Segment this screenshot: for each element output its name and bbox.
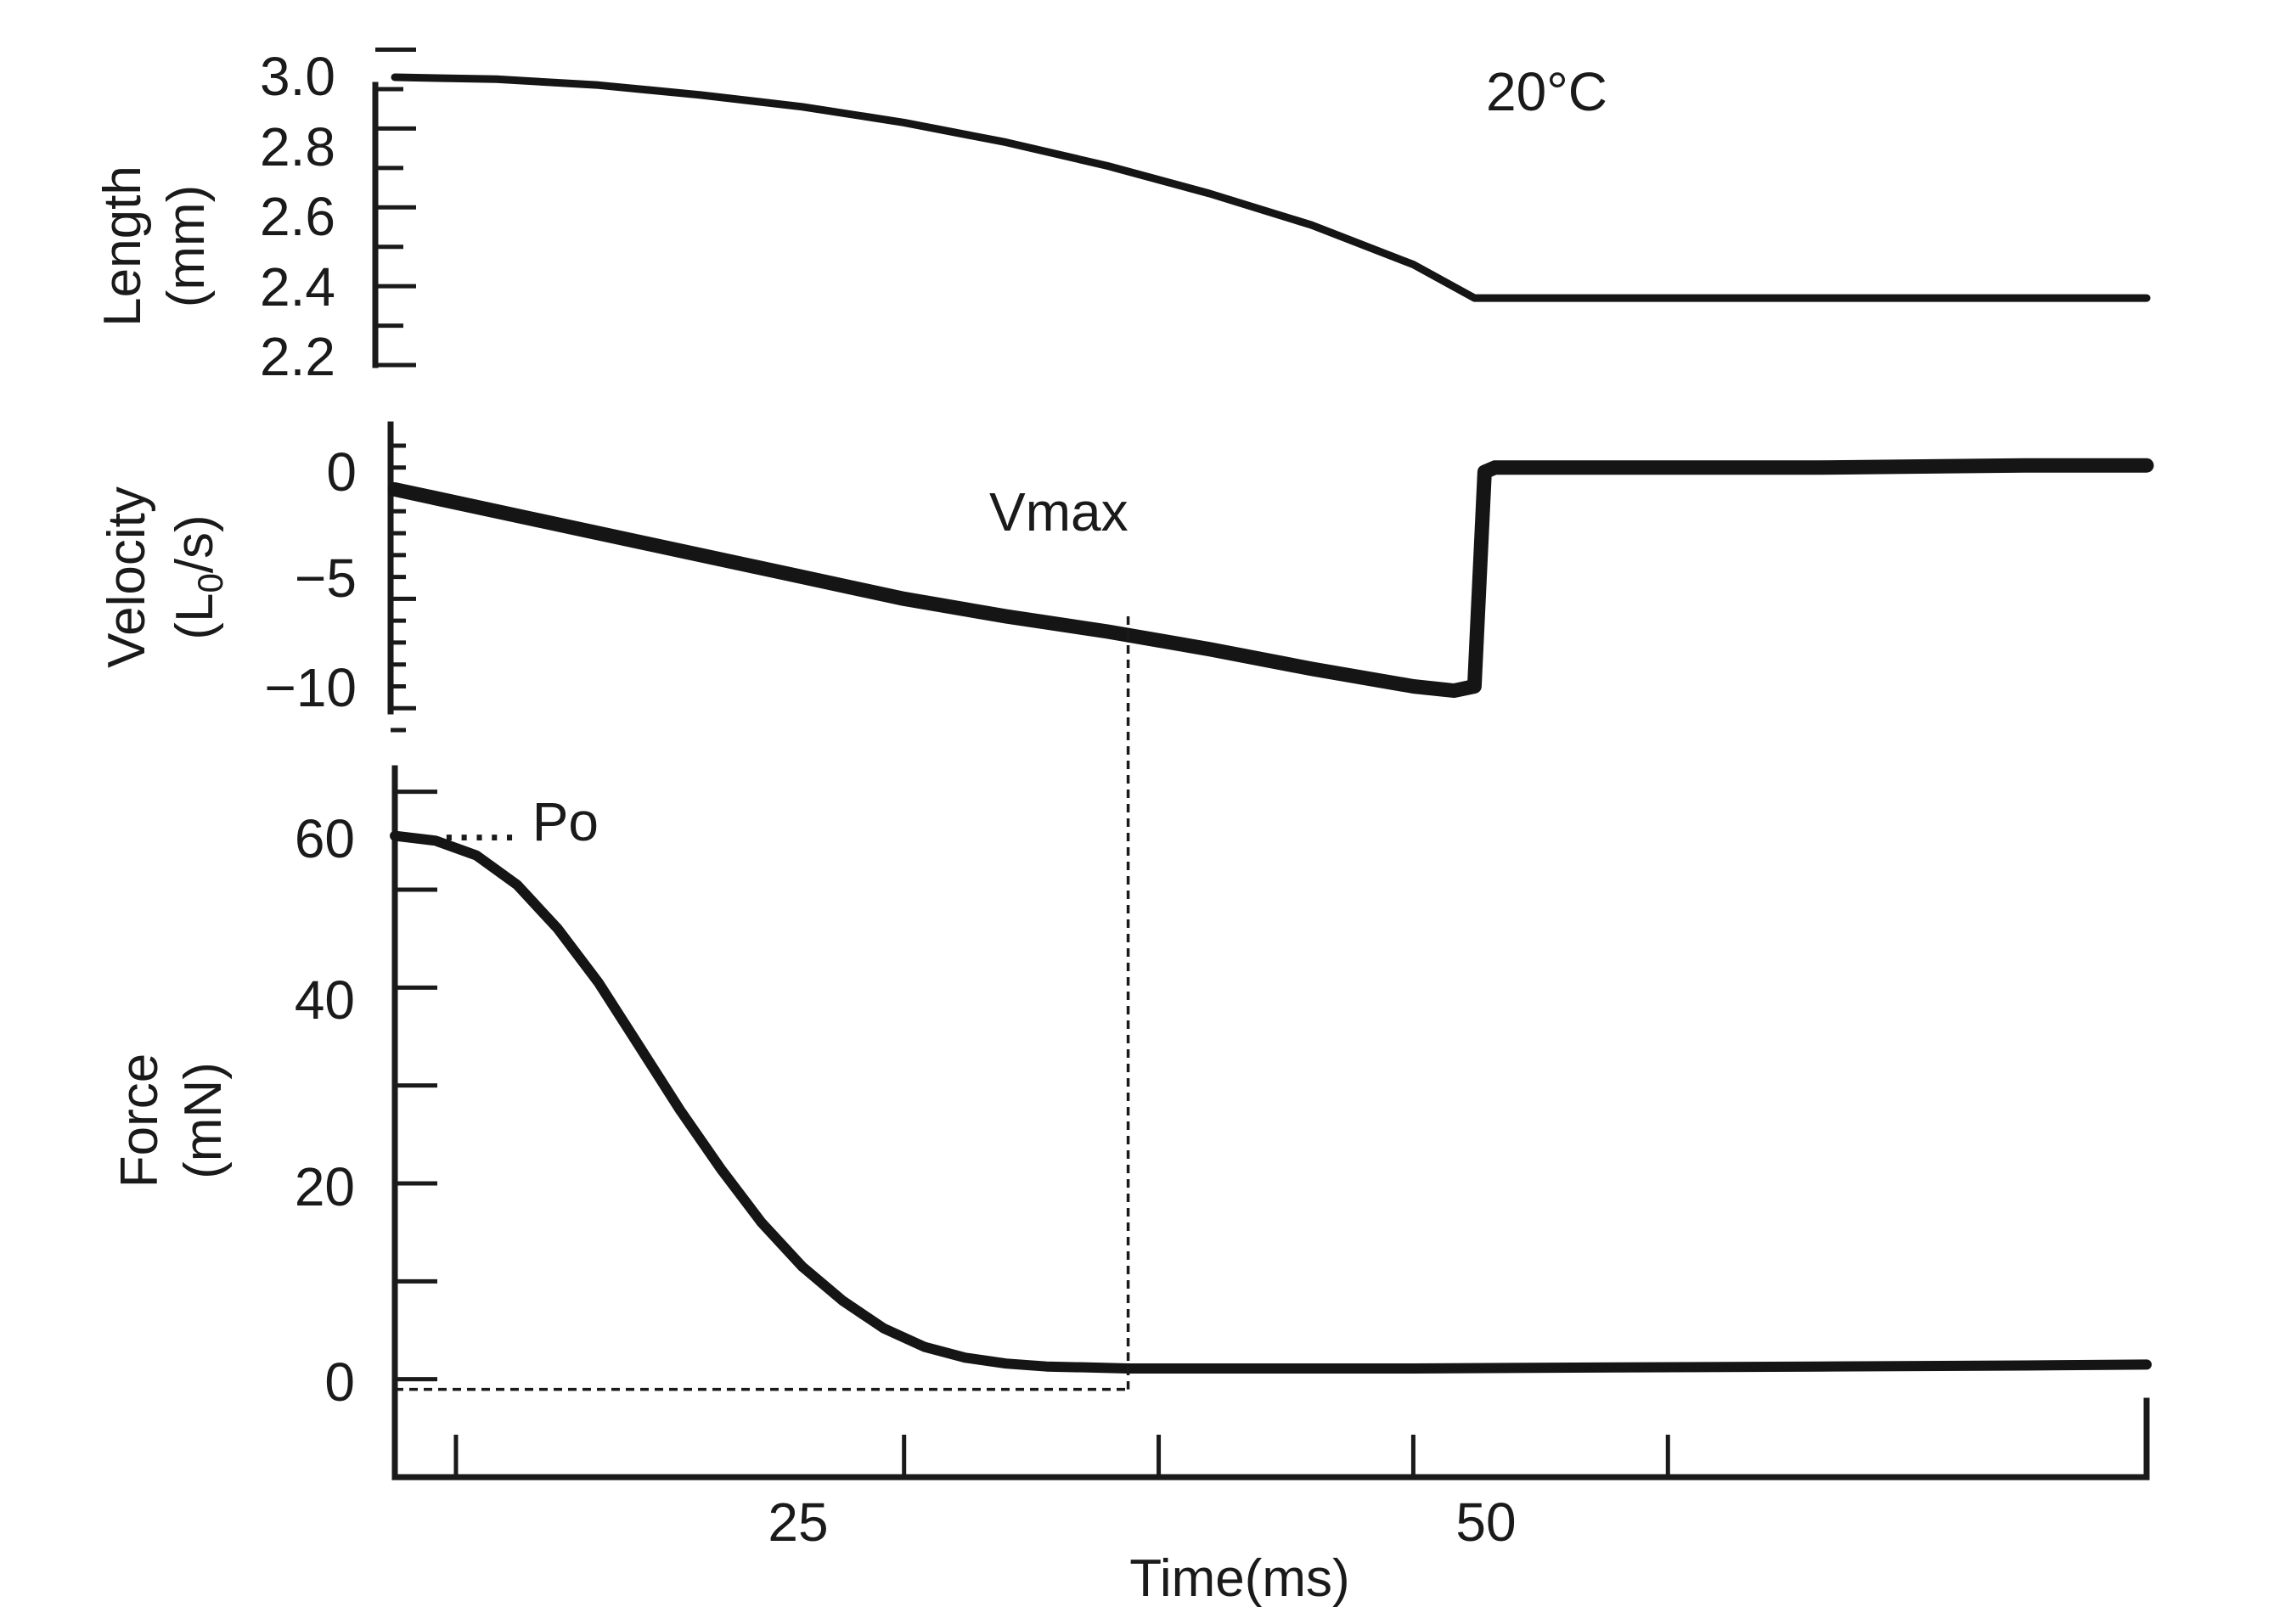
- velocity-tick-label: −5: [295, 548, 357, 609]
- velocity-trace: [387, 458, 2154, 699]
- temperature-annotation: 20°C: [1486, 61, 1607, 122]
- force-tick-label: 20: [295, 1156, 355, 1217]
- force-trace: [390, 830, 2152, 1374]
- length-trace: [391, 73, 2151, 302]
- force-axes: [391, 765, 2150, 1481]
- length-tick-label: 2.2: [260, 326, 335, 387]
- length-tick-label: 2.6: [260, 186, 335, 247]
- length-tick-label: 2.4: [260, 256, 335, 317]
- velocity-axis-title: Velocity: [98, 486, 156, 668]
- force-panel: 60 40 20 0 Force (mN) 25 50 Time(ms) ...…: [110, 765, 2152, 1608]
- length-y-ticks: [375, 48, 416, 368]
- x-tick-label: 50: [1455, 1492, 1516, 1553]
- velocity-panel: 0 −5 −10 Velocity (L0/s) Vmax: [98, 421, 2154, 733]
- force-y-ticks: [395, 790, 437, 1480]
- length-panel: 3.0 2.8 2.6 2.4 2.2 Length (mm) 20°C: [93, 46, 2151, 387]
- force-tick-label: 0: [324, 1351, 355, 1413]
- force-x-ticks: [453, 1435, 1670, 1477]
- x-axis-title: Time(ms): [1129, 1549, 1349, 1608]
- force-tick-label: 40: [295, 969, 355, 1031]
- velocity-tick-label: 0: [326, 441, 357, 503]
- x-tick-label: 25: [768, 1492, 828, 1553]
- length-tick-label: 3.0: [260, 46, 335, 107]
- force-tick-label: 60: [295, 808, 355, 869]
- length-axis-unit: (mm): [157, 185, 216, 308]
- velocity-axis-unit: (L0/s): [166, 514, 230, 639]
- length-axis-title: Length: [93, 166, 152, 327]
- po-annotation: ..... Po: [442, 791, 599, 852]
- length-tick-label: 2.8: [260, 116, 335, 177]
- velocity-tick-label: −10: [264, 657, 357, 718]
- force-axis-title: Force: [110, 1054, 169, 1188]
- vmax-annotation: Vmax: [989, 481, 1128, 542]
- force-axis-unit: (mN): [174, 1062, 233, 1179]
